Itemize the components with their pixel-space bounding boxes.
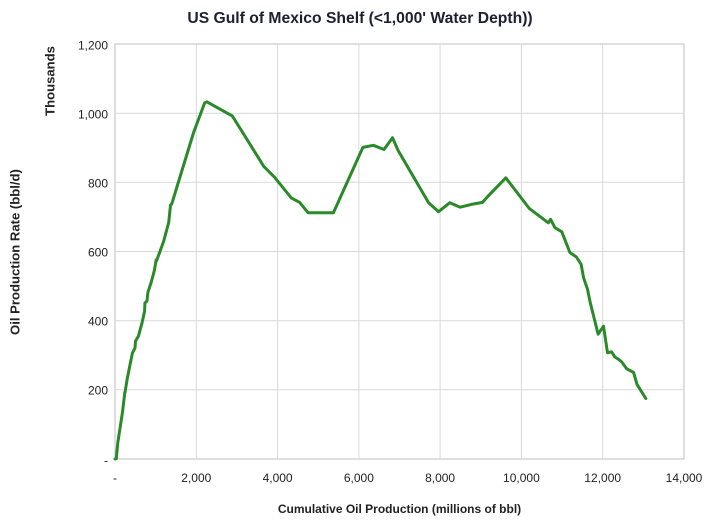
svg-text:2,000: 2,000 <box>181 471 211 485</box>
svg-text:200: 200 <box>88 384 108 398</box>
svg-text:4,000: 4,000 <box>263 471 293 485</box>
svg-text:8,000: 8,000 <box>425 471 455 485</box>
svg-text:10,000: 10,000 <box>503 471 540 485</box>
svg-text:-: - <box>104 454 108 468</box>
svg-text:1,000: 1,000 <box>78 108 108 122</box>
svg-text:400: 400 <box>88 315 108 329</box>
svg-text:-: - <box>113 471 117 485</box>
svg-text:800: 800 <box>88 177 108 191</box>
svg-text:1,200: 1,200 <box>78 39 108 53</box>
svg-text:14,000: 14,000 <box>666 471 703 485</box>
svg-text:600: 600 <box>88 246 108 260</box>
svg-text:6,000: 6,000 <box>344 471 374 485</box>
svg-text:12,000: 12,000 <box>584 471 621 485</box>
